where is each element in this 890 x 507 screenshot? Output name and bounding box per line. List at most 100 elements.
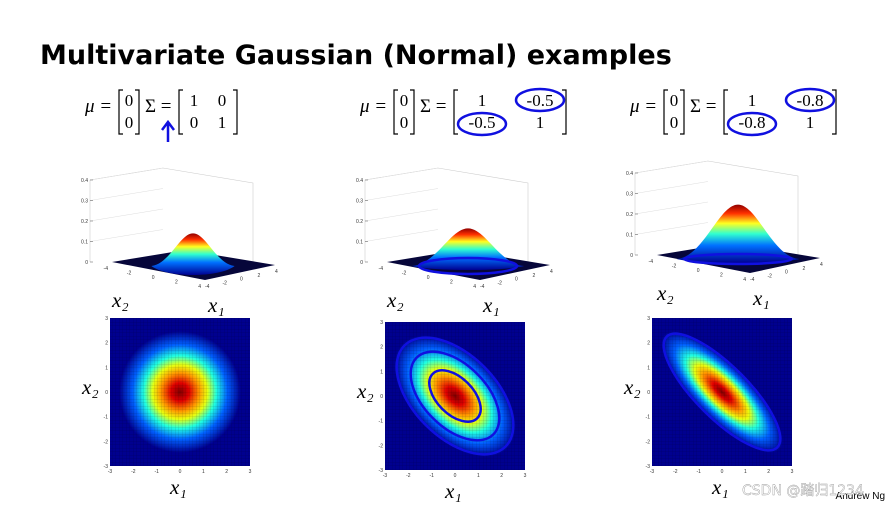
heatmap-y-tick: 2 bbox=[647, 341, 650, 347]
x1-tick-label: -4 bbox=[205, 284, 210, 290]
sigma-label: Σ = bbox=[420, 96, 447, 117]
bracket bbox=[663, 89, 668, 135]
x2-tick-label: 0 bbox=[697, 268, 700, 274]
x1-tick-label: 4 bbox=[820, 262, 823, 268]
annotation bbox=[417, 256, 519, 276]
surface-grid bbox=[89, 208, 164, 222]
heatmap-y-tick: 0 bbox=[380, 394, 383, 400]
annotation bbox=[409, 350, 501, 442]
sigma-entry: 1 bbox=[190, 91, 199, 110]
z-tick-label: 0.1 bbox=[626, 233, 633, 239]
heatmap-x-tick: -3 bbox=[650, 469, 655, 475]
x2-tick-label: -2 bbox=[127, 271, 132, 277]
x2-axis-label: x₂ bbox=[356, 379, 374, 403]
x2-tick-label: 4 bbox=[198, 284, 201, 290]
surface-walls bbox=[89, 167, 254, 265]
bracket bbox=[453, 89, 458, 135]
sigma-entry: -0.8 bbox=[797, 91, 824, 110]
heatmap-y-tick: -3 bbox=[379, 468, 384, 474]
sigma-entry: 1 bbox=[478, 91, 487, 110]
z-tick-label: 0.2 bbox=[356, 219, 363, 225]
x1-axis-label: x₁ bbox=[444, 479, 462, 503]
x2-tick-label: 2 bbox=[175, 280, 178, 286]
heatmap-x-tick: 3 bbox=[249, 469, 252, 475]
heatmap-y-tick: 3 bbox=[647, 316, 650, 322]
footer: Andrew Ng bbox=[836, 491, 885, 502]
x2-tick-label: -2 bbox=[402, 271, 407, 277]
heatmap-y-tick: 1 bbox=[647, 365, 650, 371]
x2-axis-label: x₂ bbox=[111, 288, 129, 312]
heatmap-y-tick: -1 bbox=[379, 419, 384, 425]
x1-tick-label: 2 bbox=[533, 273, 536, 279]
heatmap-x-tick: -3 bbox=[108, 469, 113, 475]
x1-axis-label: x₁ bbox=[169, 475, 187, 499]
x1-tick-label: -4 bbox=[480, 284, 485, 290]
heatmap-x-tick: 0 bbox=[721, 469, 724, 475]
annotation bbox=[395, 336, 515, 456]
x2-axis-label: x₂ bbox=[386, 288, 404, 312]
x1-tick-label: -2 bbox=[498, 280, 503, 286]
heatmap-x-tick: -1 bbox=[429, 473, 434, 479]
heatmap-y-tick: -3 bbox=[104, 464, 109, 470]
x1-tick-label: 4 bbox=[275, 269, 278, 275]
bracket bbox=[723, 89, 728, 135]
heatmap-y-tick: 3 bbox=[105, 316, 108, 322]
bracket bbox=[118, 89, 123, 135]
heatmap-x-tick: -1 bbox=[154, 469, 159, 475]
heatmap-x-tick: 1 bbox=[202, 469, 205, 475]
z-tick-label: 0.3 bbox=[81, 199, 88, 205]
heatmap-y-tick: -2 bbox=[104, 439, 109, 445]
x2-tick-label: 2 bbox=[450, 280, 453, 286]
sigma-entry: 0 bbox=[218, 91, 227, 110]
mu-entry: 0 bbox=[125, 91, 134, 110]
surface bbox=[151, 233, 235, 275]
x2-axis-label: x₂ bbox=[656, 281, 674, 305]
mesh bbox=[652, 318, 792, 466]
heatmap-y-tick: 0 bbox=[647, 390, 650, 396]
surface-grid bbox=[364, 208, 439, 222]
z-tick-label: 0.1 bbox=[81, 240, 88, 246]
x1-axis-label: x₁ bbox=[482, 293, 500, 317]
bracket bbox=[562, 89, 567, 135]
x1-tick-label: 2 bbox=[803, 266, 806, 272]
mu-entry: 0 bbox=[125, 113, 134, 132]
z-tick-label: 0.2 bbox=[626, 212, 633, 218]
annotation bbox=[662, 332, 782, 452]
x2-tick-label: 4 bbox=[473, 284, 476, 290]
heatmap bbox=[385, 322, 525, 470]
heatmap-x-tick: -2 bbox=[406, 473, 411, 479]
heatmap-x-tick: 2 bbox=[500, 473, 503, 479]
heatmap-x-tick: -2 bbox=[673, 469, 678, 475]
bracket bbox=[393, 89, 398, 135]
x1-axis-label: x₁ bbox=[207, 293, 225, 317]
surface-grid bbox=[634, 181, 709, 194]
sigma-entry: 1 bbox=[806, 113, 815, 132]
sigma-entry: 1 bbox=[536, 113, 545, 132]
heatmap-y-tick: -3 bbox=[646, 464, 651, 470]
heatmap-x-tick: 2 bbox=[225, 469, 228, 475]
slide-title: Multivariate Gaussian (Normal) examples bbox=[40, 40, 672, 71]
x1-tick-label: -2 bbox=[768, 273, 773, 279]
mu-entry: 0 bbox=[670, 91, 679, 110]
x1-tick-label: 0 bbox=[240, 277, 243, 283]
heatmap-x-tick: 1 bbox=[744, 469, 747, 475]
sigma-entry: -0.5 bbox=[527, 91, 554, 110]
annotation bbox=[514, 87, 566, 113]
bracket bbox=[410, 89, 415, 135]
surface-grid bbox=[634, 160, 709, 174]
surface-grid bbox=[364, 188, 439, 201]
surface-grid bbox=[89, 229, 164, 242]
watermark: CSDN @踏归1234 bbox=[742, 482, 864, 499]
mu-entry: 0 bbox=[400, 113, 409, 132]
heatmap-y-tick: -1 bbox=[646, 415, 651, 421]
heatmap-x-tick: -3 bbox=[383, 473, 388, 479]
z-tick-label: 0.4 bbox=[626, 171, 633, 177]
surface-grid bbox=[364, 229, 439, 242]
heatmap-x-tick: 1 bbox=[477, 473, 480, 479]
heatmap-y-tick: 3 bbox=[380, 320, 383, 326]
z-tick-label: 0 bbox=[630, 253, 633, 259]
annotation bbox=[428, 369, 482, 423]
sigma-entry: -0.8 bbox=[739, 113, 766, 132]
z-tick-label: 0.3 bbox=[356, 199, 363, 205]
